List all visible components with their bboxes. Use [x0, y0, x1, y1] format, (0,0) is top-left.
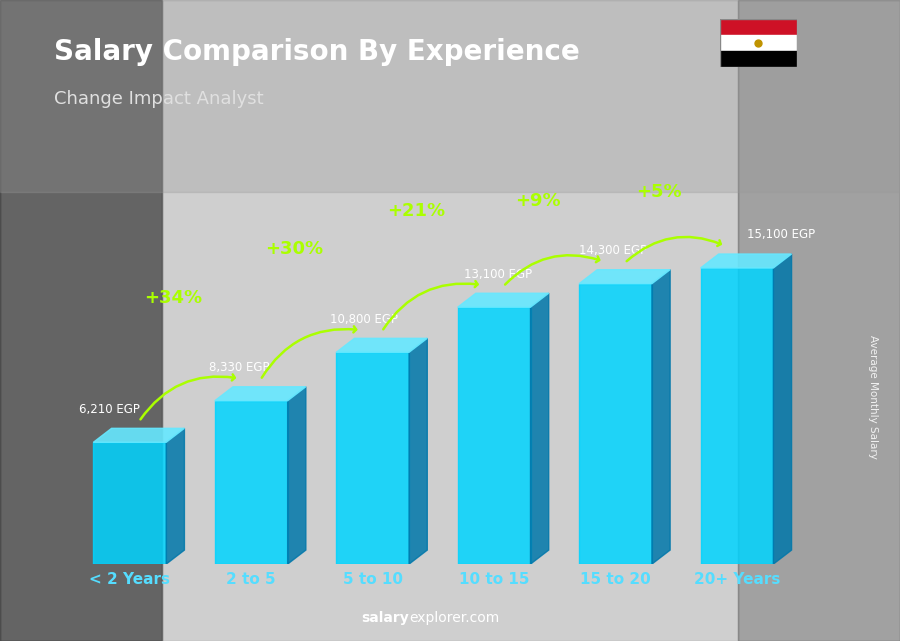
Text: +9%: +9%	[515, 192, 561, 210]
Bar	[738, 0, 900, 641]
Text: +30%: +30%	[266, 240, 324, 258]
Polygon shape	[457, 293, 549, 307]
Text: Salary Comparison By Experience: Salary Comparison By Experience	[54, 38, 580, 67]
Polygon shape	[94, 428, 184, 442]
Bar	[720, 19, 796, 35]
Polygon shape	[773, 254, 792, 564]
Bar	[162, 0, 738, 641]
Polygon shape	[288, 387, 306, 564]
Bar	[579, 284, 652, 564]
Text: +5%: +5%	[636, 183, 681, 201]
Polygon shape	[652, 270, 670, 564]
Bar	[457, 307, 530, 564]
Text: 13,100 EGP: 13,100 EGP	[464, 267, 532, 281]
Text: 14,300 EGP: 14,300 EGP	[579, 244, 647, 257]
Bar	[720, 35, 796, 51]
Bar	[215, 401, 288, 564]
Polygon shape	[166, 428, 184, 564]
Text: 8,330 EGP: 8,330 EGP	[209, 361, 269, 374]
Text: explorer.com: explorer.com	[410, 611, 500, 625]
Bar	[94, 442, 166, 564]
Text: salary: salary	[362, 611, 410, 625]
Bar	[720, 51, 796, 67]
Text: +34%: +34%	[144, 288, 202, 307]
Polygon shape	[700, 254, 792, 268]
Text: 6,210 EGP: 6,210 EGP	[79, 403, 140, 415]
Polygon shape	[215, 387, 306, 401]
Polygon shape	[579, 270, 670, 284]
Text: Average Monthly Salary: Average Monthly Salary	[868, 335, 878, 460]
Polygon shape	[530, 293, 549, 564]
Text: 10,800 EGP: 10,800 EGP	[330, 313, 398, 326]
Bar	[0, 0, 162, 641]
Bar	[0, 0, 900, 192]
Bar	[337, 353, 410, 564]
Text: 15,100 EGP: 15,100 EGP	[747, 228, 814, 242]
Text: +21%: +21%	[387, 202, 446, 220]
Bar	[700, 268, 773, 564]
Polygon shape	[410, 338, 427, 564]
Polygon shape	[337, 338, 428, 353]
Text: Change Impact Analyst: Change Impact Analyst	[54, 90, 264, 108]
